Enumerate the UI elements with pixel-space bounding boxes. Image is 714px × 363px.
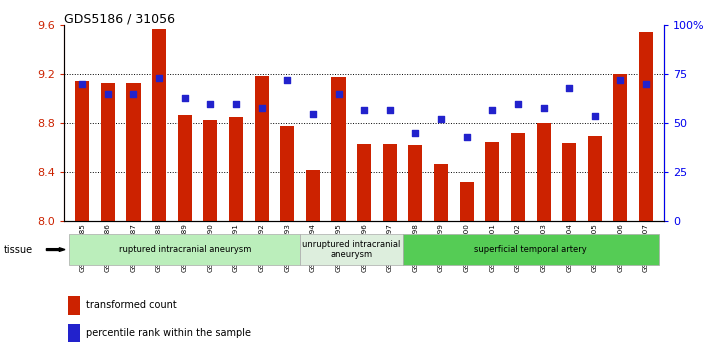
FancyBboxPatch shape xyxy=(300,234,403,265)
Bar xyxy=(68,296,80,314)
Bar xyxy=(408,146,423,221)
Bar xyxy=(434,164,448,221)
Text: tissue: tissue xyxy=(4,245,33,254)
Bar xyxy=(383,144,397,221)
Bar xyxy=(460,182,473,221)
Bar xyxy=(357,144,371,221)
FancyBboxPatch shape xyxy=(69,234,300,265)
Point xyxy=(410,130,421,136)
Text: unruptured intracranial
aneurysm: unruptured intracranial aneurysm xyxy=(302,240,401,259)
Point xyxy=(231,101,242,107)
Bar xyxy=(101,83,115,221)
Bar xyxy=(68,324,80,342)
Text: superficial temporal artery: superficial temporal artery xyxy=(474,245,587,254)
Point xyxy=(179,95,191,101)
Point xyxy=(436,117,447,122)
Point xyxy=(102,91,114,97)
Point xyxy=(589,113,600,118)
Bar xyxy=(536,123,550,221)
Bar xyxy=(255,76,268,221)
Point xyxy=(333,91,344,97)
Bar xyxy=(331,77,346,221)
Bar xyxy=(178,115,192,221)
Point xyxy=(512,101,523,107)
Point xyxy=(461,134,473,140)
Point xyxy=(384,107,396,113)
Bar xyxy=(562,143,576,221)
Point xyxy=(256,105,267,111)
Point xyxy=(486,107,498,113)
Bar xyxy=(152,29,166,221)
Bar xyxy=(280,126,294,221)
Point xyxy=(563,85,575,91)
Bar xyxy=(126,83,141,221)
Point xyxy=(128,91,139,97)
Bar xyxy=(486,142,499,221)
Text: ruptured intracranial aneurysm: ruptured intracranial aneurysm xyxy=(119,245,251,254)
Point xyxy=(281,77,293,83)
Bar xyxy=(306,170,320,221)
Point xyxy=(615,77,626,83)
Bar xyxy=(511,133,525,221)
Bar xyxy=(639,32,653,221)
Text: transformed count: transformed count xyxy=(86,300,176,310)
Bar xyxy=(588,136,602,221)
Text: percentile rank within the sample: percentile rank within the sample xyxy=(86,328,251,338)
Bar xyxy=(229,117,243,221)
Point xyxy=(154,76,165,81)
FancyBboxPatch shape xyxy=(403,234,659,265)
Bar xyxy=(75,81,89,221)
Bar xyxy=(613,74,628,221)
Point xyxy=(640,81,652,87)
Bar xyxy=(203,120,217,221)
Point xyxy=(307,111,318,117)
Point xyxy=(76,81,88,87)
Text: GDS5186 / 31056: GDS5186 / 31056 xyxy=(64,13,175,26)
Point xyxy=(205,101,216,107)
Point xyxy=(358,107,370,113)
Point xyxy=(538,105,549,111)
